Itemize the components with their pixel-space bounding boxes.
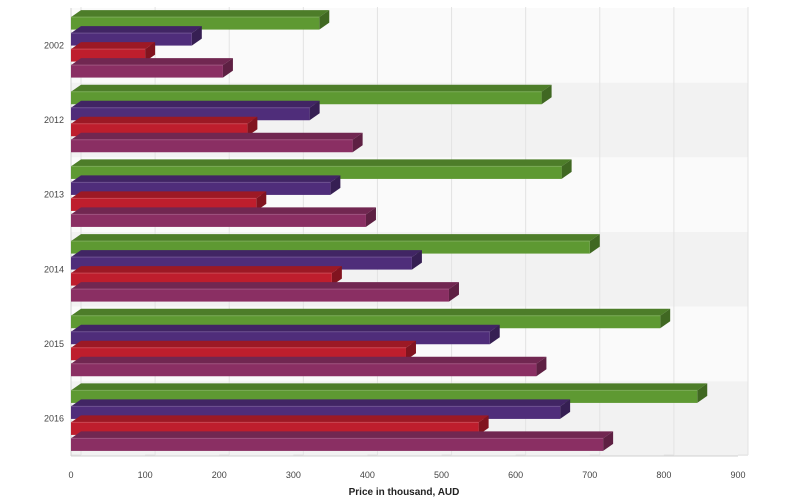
bar-front-face: [71, 363, 537, 377]
bar-top-face: [71, 191, 267, 199]
grid-lines: [70, 7, 749, 457]
y-tick-label: 2013: [44, 190, 64, 200]
bar: [71, 132, 363, 153]
bar-side-face: [489, 324, 500, 345]
bar-top-face: [71, 207, 376, 215]
bar-top-face: [71, 399, 571, 407]
bar-top-face: [71, 415, 489, 423]
bar-top-face: [71, 431, 614, 439]
bar: [71, 207, 376, 227]
bar: [71, 234, 600, 254]
y-tick-label: 2016: [44, 414, 64, 424]
x-tick-label: 600: [508, 470, 523, 480]
bar: [71, 58, 233, 78]
bar-side-face: [660, 308, 671, 329]
bar-top-face: [71, 383, 708, 391]
bar-top-face: [71, 308, 671, 316]
x-tick-label: 0: [68, 470, 73, 480]
bar: [71, 282, 459, 302]
y-tick-label: 2002: [44, 40, 64, 50]
bar: [71, 431, 614, 451]
bar-side-face: [561, 159, 572, 179]
bar-side-face: [589, 234, 600, 254]
bar-top-face: [71, 42, 156, 50]
x-tick-label: 500: [434, 470, 449, 480]
bar-side-face: [536, 356, 547, 377]
bar: [71, 356, 547, 377]
bars-layer: [71, 10, 708, 451]
bar-top-face: [71, 340, 416, 348]
bar-top-face: [71, 175, 341, 183]
bar-side-face: [411, 250, 422, 270]
bar-side-face: [405, 340, 416, 361]
x-tick-label: 900: [730, 470, 745, 480]
bar-side-face: [541, 84, 552, 105]
bar-side-face: [222, 58, 233, 78]
x-tick-label: 800: [656, 470, 671, 480]
x-tick-labels: 0 100 200 300 400 500 600 700 800 900: [68, 470, 745, 480]
x-tick-label: 300: [286, 470, 301, 480]
x-tick-label: 700: [582, 470, 597, 480]
bar-side-face: [352, 132, 363, 153]
bar-side-face: [560, 399, 571, 419]
bar-side-face: [247, 116, 258, 137]
bar-top-face: [71, 324, 500, 332]
bar-side-face: [330, 175, 341, 195]
bar-top-face: [71, 356, 547, 364]
bar-top-face: [71, 84, 552, 92]
bar-side-face: [603, 431, 614, 451]
bar-top-face: [71, 159, 572, 167]
bar-top-face: [71, 250, 422, 258]
y-tick-label: 2015: [44, 339, 64, 349]
bar-top-face: [71, 100, 320, 108]
bar-side-face: [145, 42, 156, 62]
x-tick-label: 200: [212, 470, 227, 480]
bar-side-face: [256, 191, 267, 211]
bar-top-face: [71, 26, 202, 34]
bar-side-face: [309, 100, 320, 121]
bar-side-face: [448, 282, 459, 302]
bar-side-face: [191, 26, 202, 46]
bar-top-face: [71, 234, 600, 242]
bar-top-face: [71, 266, 342, 274]
bar-side-face: [697, 383, 708, 403]
bar-top-face: [71, 116, 258, 124]
bar-front-face: [71, 214, 366, 227]
x-tick-label: 100: [138, 470, 153, 480]
bar-top-face: [71, 282, 459, 290]
bar-side-face: [478, 415, 489, 435]
bar-front-face: [71, 65, 223, 78]
bar-front-face: [71, 289, 449, 302]
y-tick-label: 2014: [44, 264, 64, 274]
bar: [71, 116, 258, 137]
bar-front-face: [71, 139, 353, 153]
bar-top-face: [71, 10, 330, 18]
bar-side-face: [319, 10, 330, 30]
y-tick-labels: 2002 2012 2013 2014 2015 2016: [44, 40, 64, 423]
x-tick-label: 400: [360, 470, 375, 480]
bar-top-face: [71, 132, 363, 140]
bar-side-face: [365, 207, 376, 227]
bar-side-face: [331, 266, 342, 286]
x-axis-title: Price in thousand, AUD: [349, 487, 460, 498]
bar-top-face: [71, 58, 233, 66]
bar-front-face: [71, 438, 604, 451]
y-tick-label: 2012: [44, 115, 64, 125]
